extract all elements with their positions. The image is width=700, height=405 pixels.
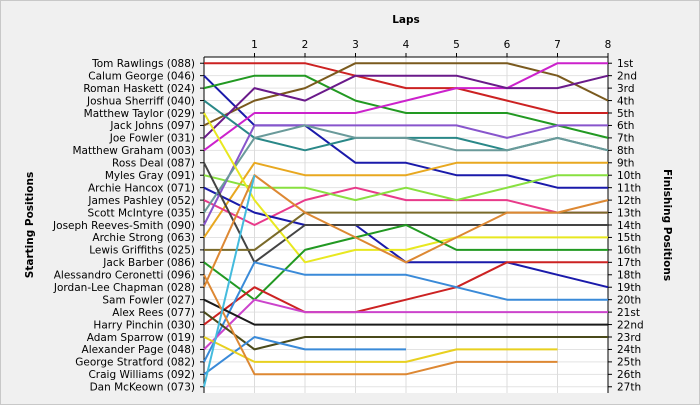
finishing-position-label: 17th — [617, 257, 641, 269]
starting-position-label: George Stratford (082) — [75, 357, 195, 369]
starting-position-label: Sam Fowler (027) — [102, 294, 195, 306]
finishing-position-label: 13th — [617, 207, 641, 219]
finishing-position-label: 15th — [617, 232, 641, 244]
lap-tick-label: 6 — [504, 39, 511, 51]
finishing-position-label: 25th — [617, 357, 641, 369]
finishing-position-label: 8th — [617, 145, 634, 157]
finishing-position-label: 16th — [617, 245, 641, 257]
series-line — [203, 124, 608, 226]
starting-position-label: Alex Rees (077) — [112, 307, 195, 319]
lap-tick-label: 7 — [554, 39, 561, 51]
left-axis-title: Starting Positions — [24, 172, 36, 278]
starting-position-label: Jordan-Lee Chapman (028) — [53, 282, 195, 294]
finishing-position-label: 20th — [617, 294, 641, 306]
starting-position-label: Dan McKeown (073) — [90, 382, 195, 394]
starting-position-label: Alexander Page (048) — [82, 344, 195, 356]
starting-position-label: Archie Hancox (071) — [88, 182, 195, 194]
finishing-position-label: 22nd — [617, 319, 644, 331]
finishing-position-label: 9th — [617, 158, 634, 170]
starting-position-label: Tom Rawlings (088) — [91, 58, 195, 70]
finishing-position-label: 3rd — [617, 83, 634, 95]
lap-tick-label: 5 — [453, 39, 460, 51]
starting-position-label: Craig Williams (092) — [88, 369, 195, 381]
starting-position-label: Joseph Reeves-Smith (090) — [52, 220, 195, 232]
finishing-position-label: 7th — [617, 133, 634, 145]
lap-tick-label: 4 — [403, 39, 410, 51]
series-line — [203, 112, 608, 264]
series-line — [203, 336, 406, 376]
series-line — [203, 174, 256, 388]
series-line — [203, 62, 608, 152]
finishing-position-label: 5th — [617, 108, 634, 120]
series-line — [203, 161, 608, 238]
starting-position-label: Jack Johns (097) — [109, 120, 195, 132]
starting-position-label: Archie Strong (063) — [92, 232, 195, 244]
series-line — [203, 261, 608, 363]
starting-position-label: Adam Sparrow (019) — [87, 332, 195, 344]
finishing-position-label: 10th — [617, 170, 641, 182]
series-line — [203, 224, 608, 301]
finishing-position-label: 21st — [617, 307, 640, 319]
finishing-position-label: 12th — [617, 195, 641, 207]
series-line — [203, 74, 609, 139]
x-axis-title: Laps — [392, 14, 420, 26]
lap-tick-label: 8 — [605, 39, 612, 51]
series-line — [203, 261, 608, 326]
finishing-position-label: 4th — [617, 95, 634, 107]
starting-position-label: Scott McIntyre (035) — [88, 207, 195, 219]
series-line — [204, 62, 608, 114]
starting-position-label: James Pashley (052) — [87, 195, 195, 207]
starting-position-label: Roman Haskett (024) — [83, 83, 195, 95]
starting-position-label: Matthew Graham (003) — [72, 145, 195, 157]
starting-position-label: Jack Barber (086) — [102, 257, 195, 269]
starting-position-label: Calum George (046) — [88, 70, 195, 82]
finishing-position-label: 27th — [617, 382, 641, 394]
finishing-position-label: 14th — [617, 220, 641, 232]
starting-position-label: Alessandro Ceronetti (096) — [54, 270, 195, 282]
series-line — [203, 174, 609, 288]
finishing-position-label: 1st — [617, 58, 633, 70]
starting-position-label: Joe Fowler (031) — [109, 133, 195, 145]
series-line — [203, 298, 608, 351]
starting-position-label: Myles Gray (091) — [105, 170, 195, 182]
finishing-position-label: 24th — [617, 344, 641, 356]
series-line — [203, 336, 558, 363]
series-line — [203, 274, 558, 376]
finishing-position-label: 23rd — [617, 332, 641, 344]
lap-tick-label: 2 — [302, 39, 309, 51]
series-line — [203, 124, 609, 214]
finishing-position-label: 18th — [617, 270, 641, 282]
starting-position-label: Matthew Taylor (029) — [84, 108, 195, 120]
finishing-position-label: 6th — [617, 120, 634, 132]
lap-tick-label: 1 — [251, 39, 258, 51]
starting-position-label: Lewis Griffiths (025) — [89, 245, 195, 257]
series-line — [203, 74, 609, 139]
finishing-position-label: 11th — [617, 182, 641, 194]
series-line — [203, 311, 608, 351]
starting-position-label: Joshua Sherriff (040) — [86, 95, 195, 107]
finishing-position-label: 19th — [617, 282, 641, 294]
lap-tick-label: 3 — [352, 39, 359, 51]
starting-position-label: Ross Deal (087) — [112, 158, 195, 170]
series-line — [203, 298, 608, 326]
finishing-position-label: 2nd — [617, 70, 637, 82]
starting-position-label: Harry Pinchin (030) — [93, 319, 195, 331]
right-axis-title: Finishing Positions — [661, 169, 673, 281]
finishing-position-label: 26th — [617, 369, 641, 381]
